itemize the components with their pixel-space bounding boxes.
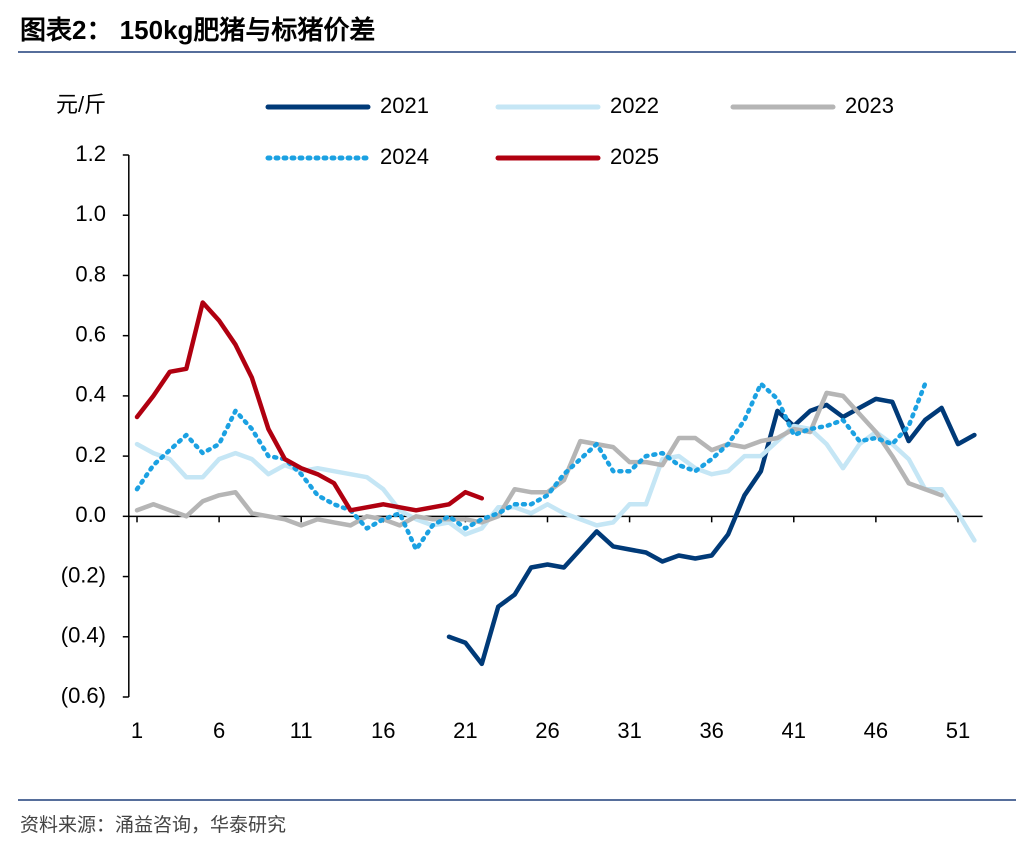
y-tick-label: 1.0 (75, 201, 106, 226)
y-tick-label: 0.6 (75, 321, 106, 346)
series-line (446, 396, 977, 667)
legend-label: 2024 (380, 144, 429, 169)
series-line (134, 423, 977, 543)
y-tick-label: 0.8 (75, 261, 106, 286)
y-tick-label: (0.4) (61, 623, 106, 648)
x-tick-label: 41 (782, 718, 806, 743)
y-tick-label: (0.2) (61, 562, 106, 587)
x-tick-label: 36 (699, 718, 723, 743)
x-tick-label: 16 (371, 718, 395, 743)
y-tick-label: 0.0 (75, 502, 106, 527)
x-tick-label: 21 (453, 718, 477, 743)
legend-label: 2025 (610, 144, 659, 169)
y-tick-label: 0.4 (75, 382, 106, 407)
legend-label: 2023 (845, 93, 894, 118)
y-tick-label: (0.6) (61, 683, 106, 708)
x-tick-label: 11 (290, 718, 313, 743)
chart-title: 图表2： 150kg肥猪与标猪价差 (20, 15, 375, 45)
y-tick-label: 0.2 (75, 442, 106, 467)
x-tick-label: 51 (946, 718, 970, 743)
y-axis-unit: 元/斤 (56, 92, 106, 117)
source-note: 资料来源：涌益咨询，华泰研究 (20, 814, 286, 836)
x-tick-label: 1 (131, 718, 143, 743)
x-tick-label: 26 (535, 718, 559, 743)
series-line (134, 381, 928, 552)
legend-label: 2021 (380, 93, 429, 118)
y-tick-label: 1.2 (75, 141, 106, 166)
legend-label: 2022 (610, 93, 659, 118)
series-line (134, 390, 944, 528)
x-tick-label: 31 (617, 718, 641, 743)
x-tick-label: 46 (864, 718, 888, 743)
x-tick-label: 6 (213, 718, 225, 743)
series-line (134, 300, 485, 513)
